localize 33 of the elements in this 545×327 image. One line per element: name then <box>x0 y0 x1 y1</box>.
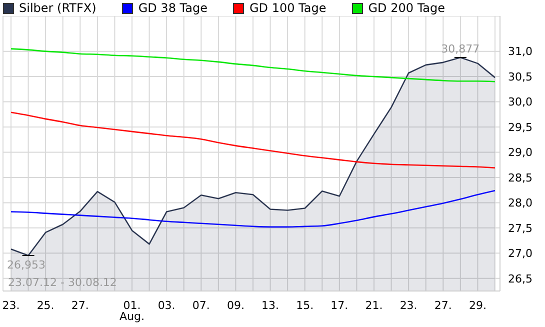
y-tick-label: 30,5 <box>508 70 532 84</box>
legend-label: Silber (RTFX) <box>18 1 96 15</box>
x-tick-label: 09. <box>226 299 244 312</box>
x-tick-label: 03. <box>158 299 176 312</box>
x-tick-label: 29. <box>468 299 486 312</box>
line-series <box>10 112 496 169</box>
x-tick-label: 15. <box>296 299 314 312</box>
y-tick-label: 29,0 <box>508 146 532 160</box>
y-tick-label: 29,5 <box>508 120 532 134</box>
x-tick-label: 13. <box>262 299 280 312</box>
y-tick-label: 30,0 <box>508 96 532 109</box>
x-tick-label: 25. <box>36 299 54 312</box>
legend-label: GD 100 Tage <box>248 1 326 15</box>
x-tick-label: 23. <box>400 299 418 312</box>
legend-label: GD 38 Tage <box>137 1 208 15</box>
x-tick-label: 21. <box>365 299 383 312</box>
y-tick-label: 27,0 <box>508 247 532 260</box>
x-tick-label: 23. <box>2 299 20 312</box>
line-series <box>10 190 496 228</box>
y-tick-label: 26,5 <box>508 272 532 286</box>
x-tick-label: 27. <box>71 299 89 312</box>
y-tick-label: 31,0 <box>508 45 532 58</box>
x-tick-label: 07. <box>192 299 210 312</box>
y-tick-label: 28,5 <box>508 171 532 184</box>
annotation: 26,953 <box>7 258 46 272</box>
y-tick-label: 28,0 <box>508 196 532 210</box>
x-tick-label: 27. <box>434 299 452 312</box>
annotation: 23.07.12 - 30.08.12 <box>8 276 117 289</box>
x-tick-label: 01. Aug. <box>120 299 144 323</box>
legend-label: GD 200 Tage <box>367 1 446 15</box>
y-tick-label: 27,5 <box>508 222 532 235</box>
annotation: 30,877 <box>441 42 480 56</box>
x-tick-label: 17. <box>330 299 348 312</box>
